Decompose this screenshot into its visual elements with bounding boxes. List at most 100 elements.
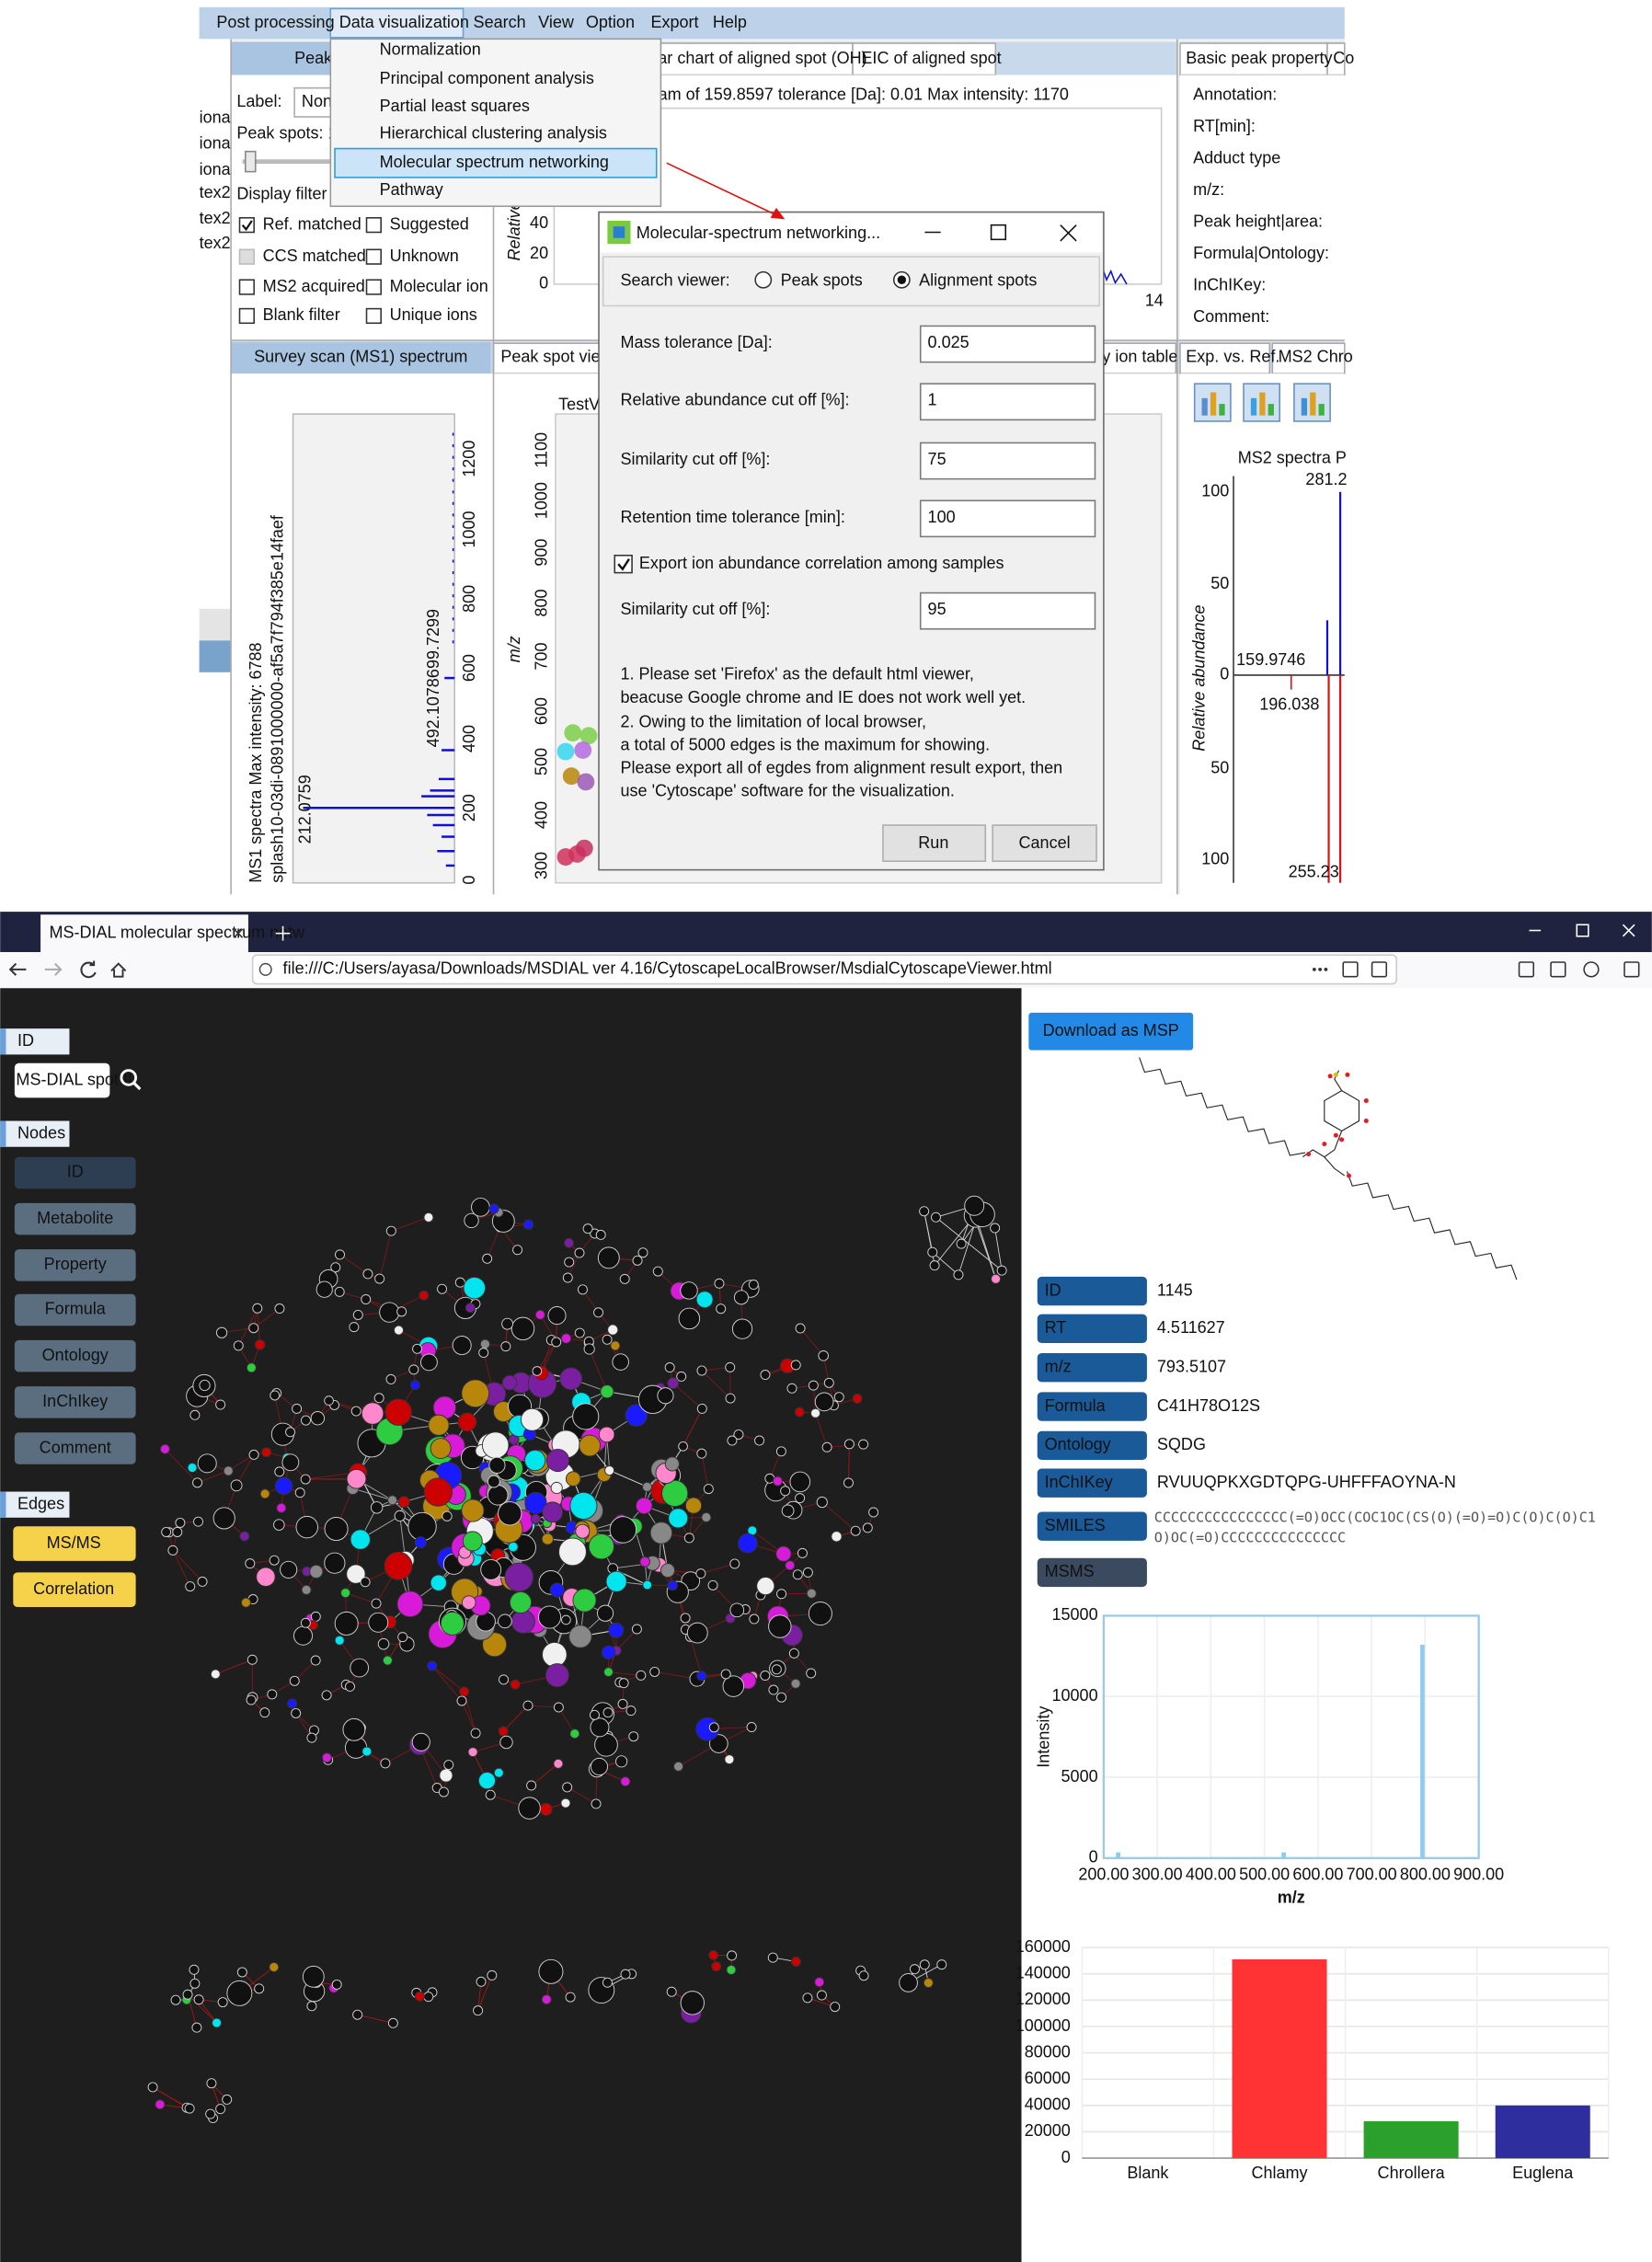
network-node[interactable] [471,1197,490,1217]
network-node[interactable] [387,2017,398,2028]
network-node[interactable] [350,1658,370,1678]
browser-tab[interactable] [40,914,248,953]
network-node[interactable] [482,1253,493,1264]
checkbox[interactable] [614,554,633,574]
network-node[interactable] [197,1576,208,1587]
checkbox[interactable] [365,307,382,325]
network-node[interactable] [397,1496,410,1509]
network-node[interactable] [806,1668,817,1679]
network-node[interactable] [591,1798,602,1809]
network-node[interactable] [342,1717,366,1741]
network-node[interactable] [430,1574,447,1591]
network-node[interactable] [553,1758,564,1769]
network-node[interactable] [680,1613,691,1624]
network-node[interactable] [625,1404,648,1427]
network-node[interactable] [821,1441,832,1453]
network-node[interactable] [661,1479,689,1508]
button-label[interactable]: Metabolite [37,1209,113,1227]
network-node[interactable] [604,1465,615,1475]
network-node[interactable] [652,1266,663,1277]
network-node[interactable] [380,1758,391,1769]
network-node[interactable] [569,1491,598,1520]
network-node[interactable] [420,1353,438,1372]
network-node[interactable] [579,1434,602,1457]
network-node[interactable] [725,1613,736,1624]
network-node[interactable] [660,1563,675,1579]
network-node[interactable] [411,1732,430,1751]
network-node[interactable] [609,1516,637,1544]
library-icon[interactable] [1518,961,1535,978]
network-node[interactable] [199,1379,211,1392]
network-node[interactable] [545,1663,569,1688]
network-node[interactable] [334,1611,359,1636]
network-node[interactable] [919,1206,930,1217]
label-select[interactable] [293,86,336,118]
network-node[interactable] [577,1284,588,1295]
network-node[interactable] [565,1992,576,2003]
network-node[interactable] [481,1431,510,1459]
network-node[interactable] [956,1238,967,1249]
node-button[interactable] [14,1432,136,1464]
network-node[interactable] [309,1564,324,1579]
network-node[interactable] [361,1746,373,1757]
button-label[interactable]: Comment [40,1438,111,1456]
network-node[interactable] [504,1562,534,1592]
network-node[interactable] [321,1690,332,1701]
network-node[interactable] [302,1965,325,1988]
network-node[interactable] [212,2017,223,2028]
network-node[interactable] [657,1387,674,1405]
network-node[interactable] [725,1393,736,1404]
network-node[interactable] [676,1371,687,1382]
input-value[interactable]: 0.025 [928,333,969,351]
network-node[interactable] [568,1625,592,1648]
network-node[interactable] [572,1588,597,1613]
network-node[interactable] [754,1435,765,1446]
network-node[interactable] [642,1579,653,1590]
network-node[interactable] [217,1997,228,2008]
text-input[interactable] [919,442,1096,480]
slider-thumb[interactable] [244,150,257,173]
network-node[interactable] [377,1637,390,1650]
network-node[interactable] [542,1641,568,1668]
network-node[interactable] [818,1350,829,1361]
pocket-icon[interactable] [1342,961,1359,978]
network-node[interactable] [601,1645,616,1659]
tab-label[interactable]: Exp. vs. Ref. [1186,348,1279,366]
network-node[interactable] [748,1280,759,1291]
search-input[interactable] [14,1062,110,1098]
button-label[interactable]: Correlation [33,1579,114,1598]
network-node[interactable] [500,1341,511,1352]
network-node[interactable] [814,1977,825,1988]
network-node[interactable] [487,1485,509,1506]
network-node[interactable] [370,1501,384,1514]
network-node[interactable] [597,1246,620,1269]
network-node[interactable] [274,1476,293,1496]
button-label[interactable]: Property [44,1255,107,1273]
network-node[interactable] [792,1569,803,1580]
network-node[interactable] [724,1754,735,1765]
network-node[interactable] [923,1978,934,1989]
network-node[interactable] [276,1502,287,1513]
network-node[interactable] [562,1272,573,1283]
network-node[interactable] [501,1374,518,1391]
network-node[interactable] [589,1709,600,1720]
node-button[interactable] [14,1293,136,1326]
network-node[interactable] [816,1990,827,2001]
network-node[interactable] [632,1255,643,1266]
network-node[interactable] [437,1283,448,1294]
network-node[interactable] [457,1412,477,1432]
network-node[interactable] [476,1976,487,1987]
network-node[interactable] [291,1707,302,1718]
network-node[interactable] [215,1326,228,1338]
network-node[interactable] [522,1219,534,1230]
network-node[interactable] [300,1617,311,1628]
network-node[interactable] [233,1340,244,1351]
network-node[interactable] [360,1577,371,1588]
network-node[interactable] [498,1613,512,1629]
radio-button[interactable] [754,270,773,289]
network-node[interactable] [768,1614,792,1638]
network-node[interactable] [695,1291,714,1309]
address-bar[interactable] [251,954,1398,985]
checkbox-label[interactable]: Blank filter [263,305,340,324]
network-node[interactable] [408,1364,419,1375]
